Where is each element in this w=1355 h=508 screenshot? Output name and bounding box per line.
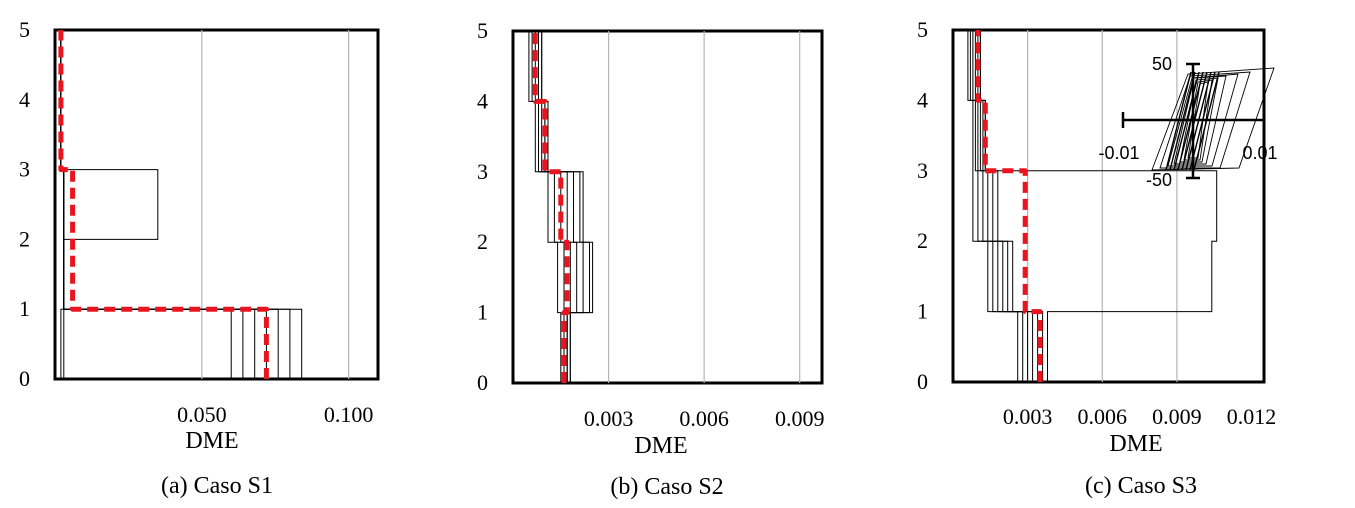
x-tick-labels-c: 0.003 0.006 0.009 0.012 bbox=[1003, 404, 1276, 429]
y-tick-label-c-2: 2 bbox=[917, 228, 928, 253]
plot-frame-c bbox=[951, 28, 1266, 384]
mean-line-a bbox=[58, 30, 269, 379]
y-tick-label-a-4: 4 bbox=[19, 87, 30, 112]
inset-branch-7 bbox=[1193, 71, 1220, 171]
x-tick-label-a-0: 0.050 bbox=[177, 402, 227, 427]
panel-b: 0 1 2 3 4 5 0.003 0.006 0.009 DME (b) Caso S2 bbox=[477, 18, 824, 500]
y-tick-label-c-3: 3 bbox=[917, 158, 928, 183]
x-tick-label-c-0: 0.003 bbox=[1003, 404, 1053, 429]
gridlines-c bbox=[1027, 30, 1178, 382]
y-tick-label-b-5: 5 bbox=[477, 18, 488, 43]
panel-c: 0 1 2 3 4 5 0.003 0.006 0.009 0.012 DME (c) Caso… bbox=[917, 17, 1278, 499]
gridlines-a bbox=[201, 30, 350, 379]
plot-frame-b bbox=[511, 29, 824, 385]
inset-branch-3 bbox=[1177, 71, 1204, 171]
y-tick-label-a-5: 5 bbox=[19, 17, 30, 42]
panel-caption-a: (a) Caso S1 bbox=[161, 473, 273, 499]
y-tick-label-b-1: 1 bbox=[477, 300, 488, 325]
x-tick-label-b-0: 0.003 bbox=[584, 406, 634, 431]
trace-a-7 bbox=[60, 30, 291, 379]
inset-loop-2 bbox=[1167, 73, 1239, 167]
panel-caption-c: (c) Caso S3 bbox=[1085, 473, 1197, 499]
mean-profile-c bbox=[975, 30, 1043, 382]
mean-line-c bbox=[975, 30, 1043, 382]
x-axis-label-a: DME bbox=[185, 428, 238, 454]
y-tick-label-b-4: 4 bbox=[477, 88, 488, 113]
trace-b-3 bbox=[538, 31, 578, 383]
mean-line-b bbox=[532, 31, 570, 383]
x-tick-label-c-2: 0.009 bbox=[1152, 404, 1202, 429]
inset-branch-2 bbox=[1173, 71, 1200, 171]
panel-caption-b: (b) Caso S2 bbox=[610, 474, 723, 500]
y-tick-label-a-2: 2 bbox=[19, 226, 30, 251]
x-tick-label-b-1: 0.006 bbox=[679, 406, 729, 431]
y-tick-labels-a: 0 1 2 3 4 5 bbox=[19, 17, 30, 391]
x-tick-label-c-1: 0.006 bbox=[1078, 404, 1128, 429]
x-tick-labels-b: 0.003 0.006 0.009 bbox=[584, 406, 825, 431]
inset-x-tick-label-right: 0.01 bbox=[1242, 143, 1277, 163]
plot-frame-a bbox=[53, 28, 380, 381]
x-tick-labels-a: 0.050 0.100 bbox=[177, 402, 373, 427]
y-tick-label-b-3: 3 bbox=[477, 159, 488, 184]
inset-loop-0 bbox=[1151, 67, 1275, 171]
inset-branch-6 bbox=[1189, 71, 1216, 171]
trace-a-1 bbox=[60, 30, 159, 379]
y-tick-label-a-1: 1 bbox=[19, 296, 30, 321]
gridlines-b bbox=[607, 31, 801, 383]
y-tick-label-a-3: 3 bbox=[19, 157, 30, 182]
inset-loop-1 bbox=[1159, 71, 1251, 169]
y-tick-label-c-5: 5 bbox=[917, 17, 928, 42]
x-tick-label-a-1: 0.100 bbox=[324, 402, 374, 427]
x-tick-label-c-3: 0.012 bbox=[1227, 404, 1277, 429]
trace-a-5 bbox=[60, 30, 267, 379]
inset-hysteresis-plot: 50 -50 -0.01 0.01 bbox=[1098, 54, 1277, 190]
panel-a: 0 1 2 3 4 5 0.050 0.100 DME (a) Caso S1 bbox=[19, 17, 380, 499]
trace-a-6 bbox=[60, 30, 279, 379]
x-axis-label-b: DME bbox=[634, 433, 687, 459]
y-tick-label-c-1: 1 bbox=[917, 299, 928, 324]
inset-branch-4 bbox=[1181, 71, 1208, 171]
inset-x-tick-label-left: -0.01 bbox=[1098, 143, 1139, 163]
mean-profile-a bbox=[58, 30, 269, 379]
inset-branch-0 bbox=[1165, 71, 1192, 171]
inset-branch-1 bbox=[1169, 71, 1196, 171]
trace-a-3 bbox=[60, 30, 244, 379]
traces-c bbox=[967, 30, 1218, 382]
y-tick-labels-b: 0 1 2 3 4 5 bbox=[477, 18, 488, 395]
y-tick-label-c-0: 0 bbox=[917, 369, 928, 394]
trace-c-2 bbox=[972, 30, 1029, 382]
inset-branch-5 bbox=[1185, 71, 1212, 171]
traces-b bbox=[528, 31, 594, 383]
y-tick-label-b-2: 2 bbox=[477, 229, 488, 254]
x-axis-label-c: DME bbox=[1109, 431, 1162, 457]
y-tick-label-c-4: 4 bbox=[917, 87, 928, 112]
y-tick-label-b-0: 0 bbox=[477, 370, 488, 395]
inset-y-tick-label-top: 50 bbox=[1152, 54, 1172, 74]
x-tick-label-b-2: 0.009 bbox=[775, 406, 825, 431]
trace-a-2 bbox=[60, 30, 232, 379]
trace-c-4 bbox=[977, 30, 1039, 382]
trace-c-5 bbox=[979, 30, 1044, 382]
trace-c-6 bbox=[979, 30, 1218, 382]
trace-b-0 bbox=[528, 31, 562, 383]
mean-profile-b bbox=[532, 31, 570, 383]
y-tick-labels-c: 0 1 2 3 4 5 bbox=[917, 17, 928, 394]
y-tick-label-a-0: 0 bbox=[19, 366, 30, 391]
inset-y-tick-label-bottom: -50 bbox=[1146, 170, 1172, 190]
inset-hysteresis-loops bbox=[1151, 67, 1275, 171]
